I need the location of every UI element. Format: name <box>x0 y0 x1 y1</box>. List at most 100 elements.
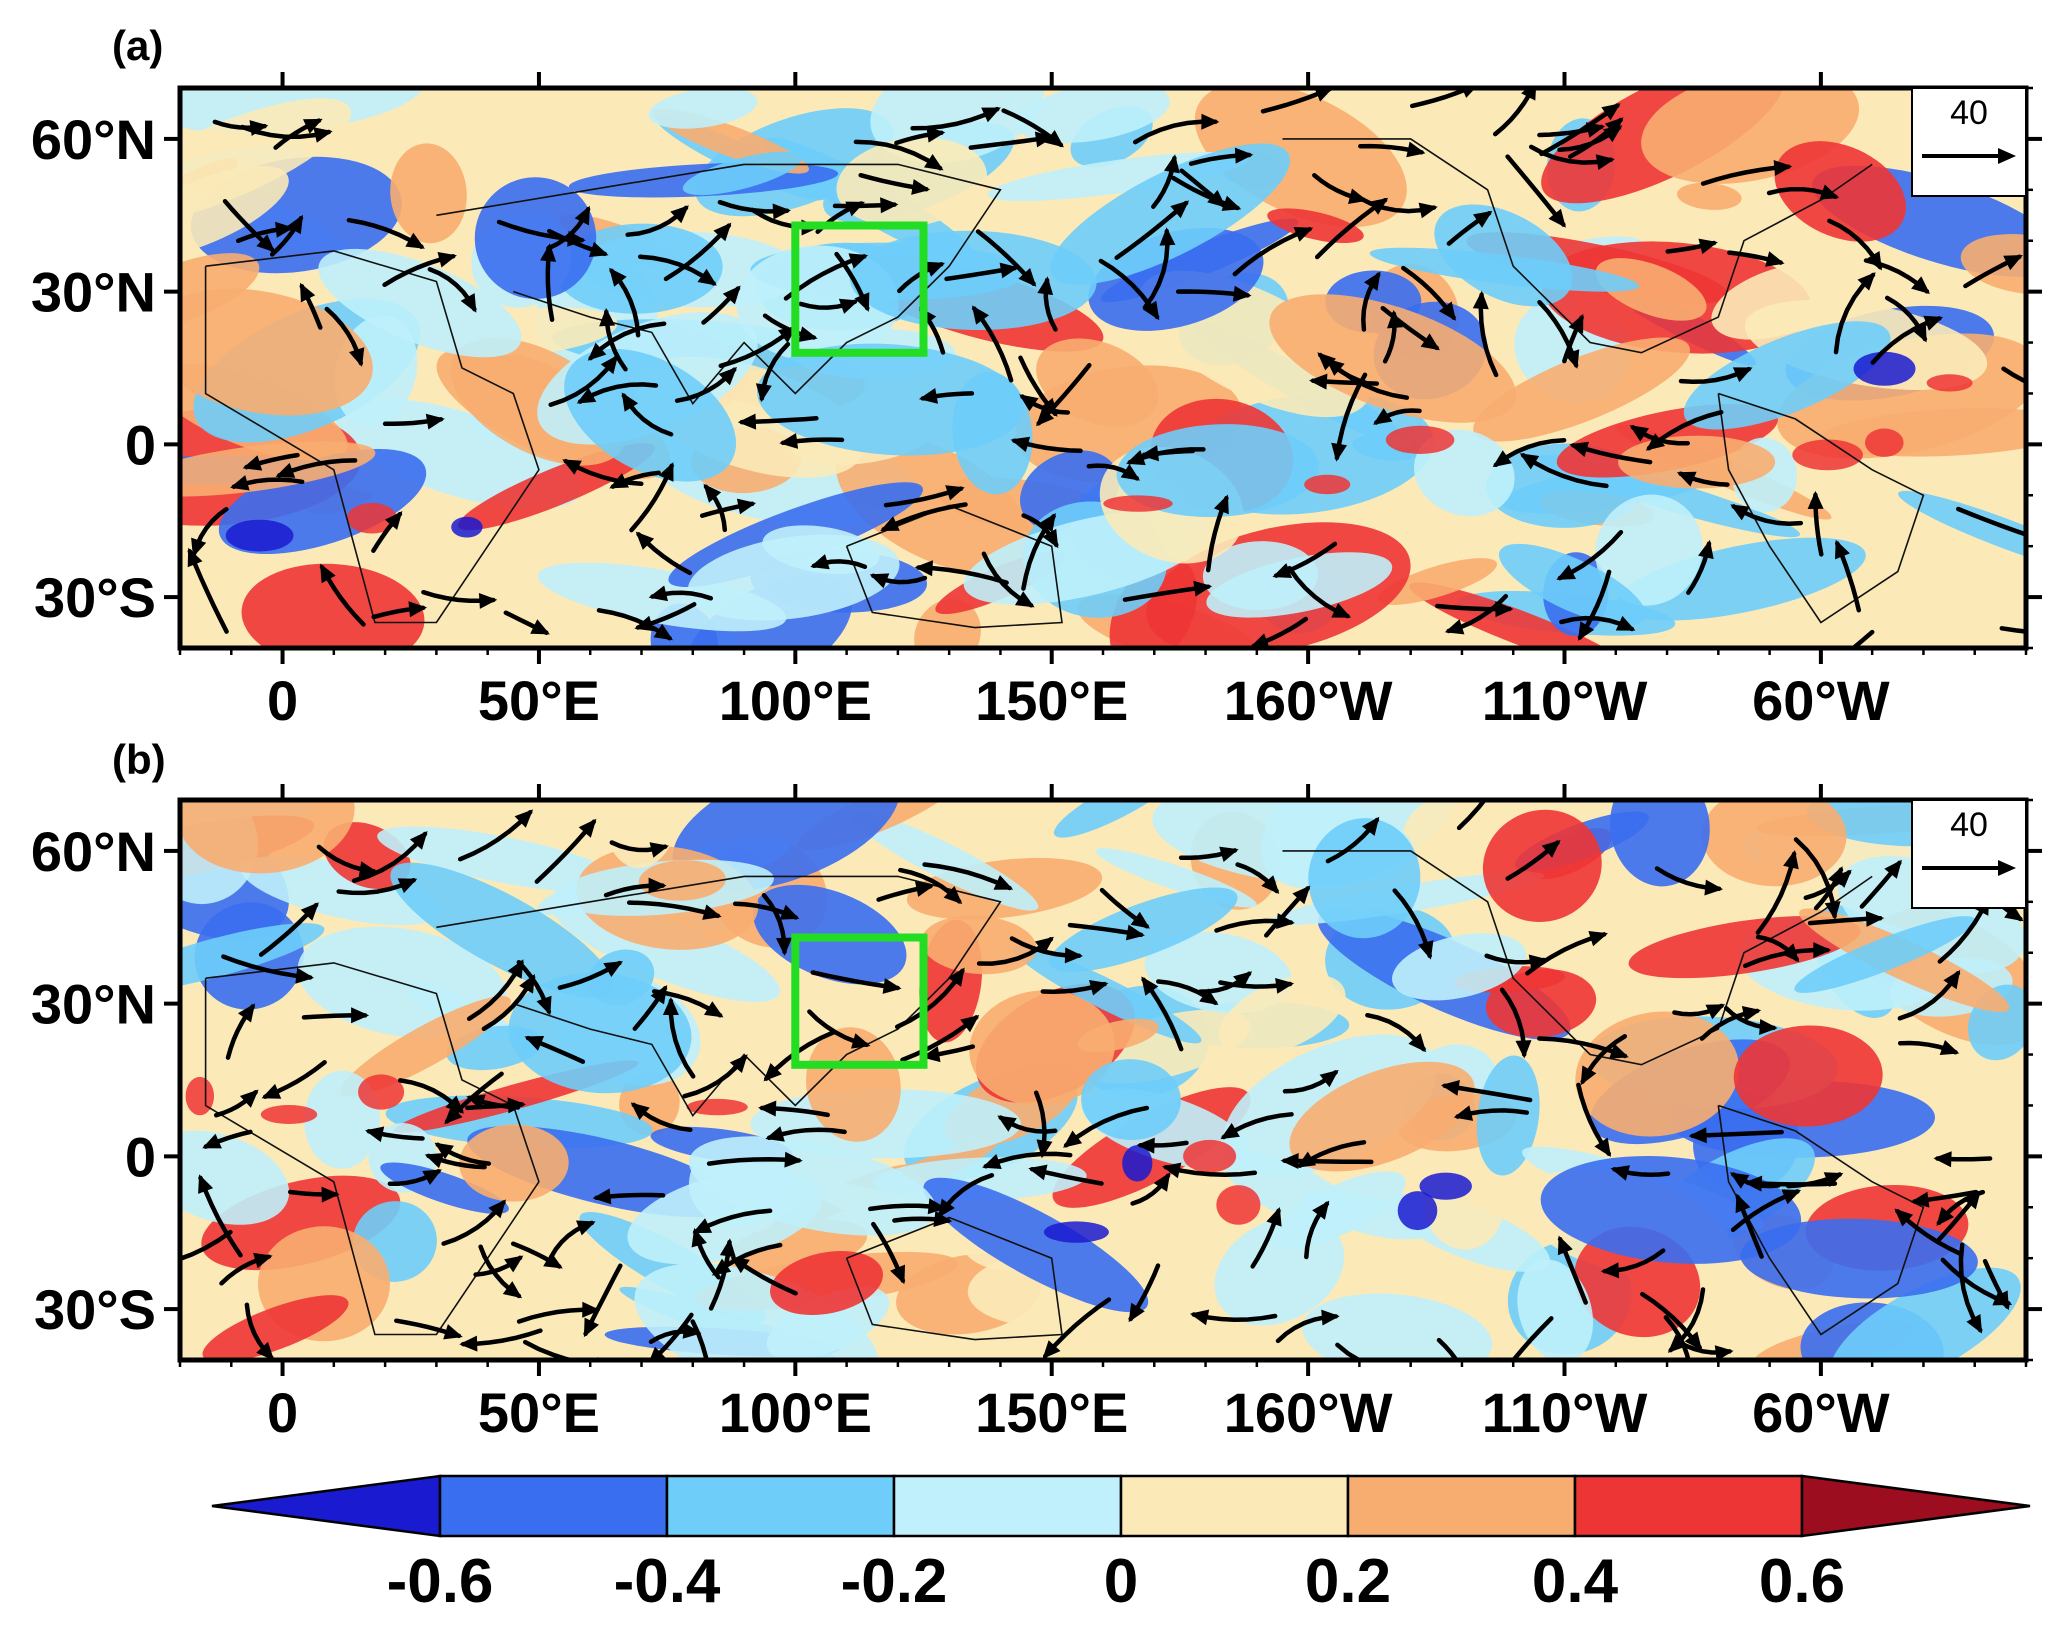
coastline <box>1717 392 1925 624</box>
wind-vector <box>1365 1012 1427 1053</box>
anomaly-core <box>1103 495 1173 512</box>
wind-vector <box>230 475 305 491</box>
wind-vector <box>1730 1189 1802 1233</box>
wind-vector <box>244 1302 275 1360</box>
wind-vector <box>1755 850 1799 935</box>
wind-vector <box>918 388 975 404</box>
wind-vector <box>473 1255 524 1277</box>
panel-b-ticks: 0 50°E 100°E 150°E 160°W 110°W 60°W 60°N 30°N 0 30… <box>31 784 2042 1444</box>
wind-vector <box>592 1188 666 1205</box>
wind-vector <box>213 1089 259 1118</box>
anomaly-patch <box>849 230 1097 331</box>
wind-vector <box>1136 1137 1189 1154</box>
anomaly-patch <box>1618 435 1776 489</box>
wind-vector <box>1018 355 1058 417</box>
wind-vector <box>1807 490 1824 557</box>
wind-vector <box>662 997 696 1079</box>
wind-vector <box>1086 463 1141 481</box>
wind-vector <box>583 1263 623 1338</box>
wind-vector <box>394 1318 463 1340</box>
wind-vector <box>516 960 552 1016</box>
wind-vector <box>1040 980 1109 996</box>
coastline <box>204 250 540 624</box>
wind-vector <box>1525 931 1608 976</box>
wind-vector <box>424 1153 487 1170</box>
coastline <box>1282 850 1873 1066</box>
colorbar-label: 0.4 <box>1532 1547 1619 1616</box>
anomaly-patch <box>851 811 1039 911</box>
wind-vector <box>635 531 693 576</box>
wind-vector <box>1028 1164 1104 1186</box>
wind-vector <box>883 485 965 508</box>
wind-vector <box>1870 315 1944 365</box>
panel-b-reference-vector: 40 <box>1911 799 2027 909</box>
wind-vector <box>1654 866 1724 896</box>
colorbar-label: -0.4 <box>614 1547 721 1616</box>
wind-vector <box>1042 1297 1112 1359</box>
anomaly-patch <box>1701 800 1847 887</box>
panel-a-reference-vector: 40 <box>1911 87 2027 197</box>
lat-tick-label: 60°N <box>31 108 156 171</box>
wind-vector <box>810 554 868 570</box>
wind-vector <box>976 936 1054 966</box>
wind-vector <box>1472 290 1499 378</box>
wind-vector <box>187 547 229 634</box>
lon-tick-label: 50°E <box>478 669 600 732</box>
wind-vector <box>1568 117 1624 159</box>
anomaly-patch <box>604 800 679 869</box>
wind-vector <box>1188 147 1254 166</box>
anomaly-patch <box>756 343 1025 456</box>
wind-vector <box>1331 372 1368 462</box>
anomaly-patch <box>459 1124 569 1202</box>
wind-vector <box>387 1169 442 1186</box>
wind-vector <box>1678 366 1753 385</box>
wind-vector <box>1132 113 1220 145</box>
wind-vector <box>1665 238 1718 255</box>
wind-vector <box>547 228 609 257</box>
wind-vector <box>365 1126 425 1143</box>
anomaly-patch <box>1733 1025 1883 1127</box>
wind-vector <box>880 502 968 532</box>
wind-vector <box>1287 565 1352 619</box>
anomaly-core <box>1397 1191 1438 1231</box>
wind-vector <box>648 585 714 602</box>
wind-vector <box>301 1007 370 1024</box>
panel-b: (b) 0 50°E 100°E 150°E 160°W 110°W 60°W 60°N 30°… <box>31 736 2042 1444</box>
anomaly-patch <box>1206 552 1393 618</box>
coastline <box>1282 138 1873 354</box>
wind-vector <box>1232 226 1314 277</box>
lon-tick-label: 160°W <box>1224 1381 1393 1444</box>
wind-vector <box>346 217 425 249</box>
anomaly-patch <box>1049 887 1238 972</box>
wind-vector <box>1373 408 1422 425</box>
wind-vector <box>869 573 928 589</box>
anomaly-patch <box>682 151 802 196</box>
panel-a-reference-box <box>1911 87 2027 197</box>
wind-vector <box>1999 626 2026 634</box>
wind-vector <box>1766 184 1840 200</box>
wind-vector <box>737 413 819 430</box>
wind-vector <box>1982 1258 2010 1311</box>
lat-tick-label: 30°S <box>34 1278 156 1341</box>
wind-vector <box>459 1328 543 1352</box>
anomaly-patch <box>202 1295 349 1360</box>
panel-b-reference-value: 40 <box>1950 806 1988 844</box>
anomaly-patch <box>806 1027 901 1142</box>
wind-vector <box>191 506 229 558</box>
anomaly-patch <box>1595 258 1707 321</box>
wind-vector <box>427 267 477 313</box>
wind-vector <box>1610 1165 1671 1181</box>
lon-tick-label: 150°E <box>975 669 1128 732</box>
lat-tick-label: 60°N <box>31 820 156 883</box>
anomaly-patch <box>1015 88 1171 143</box>
wind-vector <box>1220 1112 1294 1140</box>
wind-vector <box>1834 539 1862 613</box>
wind-vector <box>240 124 333 143</box>
anomaly-core <box>1122 1145 1153 1182</box>
coastline <box>436 875 1002 1117</box>
wind-vector <box>1580 1034 1628 1086</box>
wind-vector <box>1933 1151 1993 1168</box>
wind-vector <box>876 881 935 902</box>
wind-vector <box>1264 885 1311 938</box>
wind-vector <box>1151 154 1180 209</box>
